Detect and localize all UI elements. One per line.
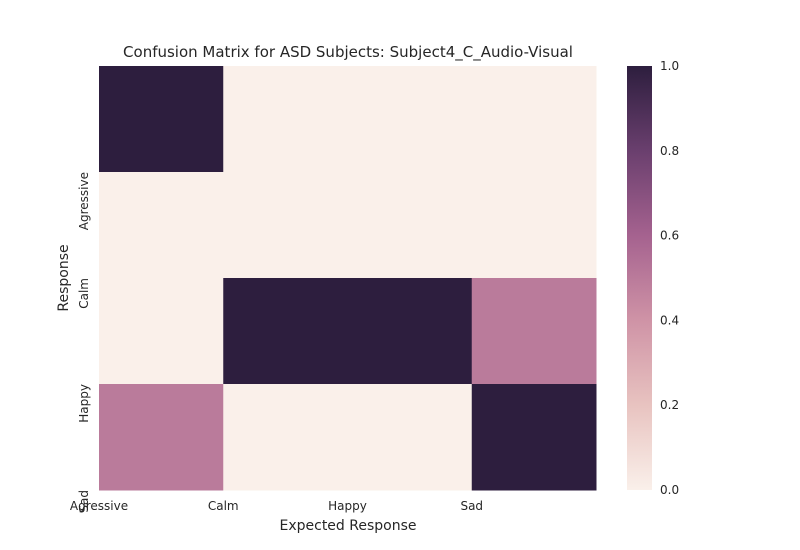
- colorbar: [627, 66, 652, 490]
- heatmap-cell-r2-c0: [99, 278, 224, 385]
- colorbar-tick-label: 0.0: [660, 483, 679, 497]
- colorbar-tick-label: 0.8: [660, 144, 679, 158]
- y-tick-label: Sad: [77, 490, 91, 513]
- heatmap-cell-r3-c1: [223, 384, 348, 491]
- y-tick-labels: Agressive Calm Happy Sad: [77, 172, 91, 513]
- heatmap-cell-r0-c0: [99, 66, 224, 173]
- heatmap-cell-r3-c0: [99, 384, 224, 491]
- heatmap-cell-r3-c2: [347, 384, 473, 491]
- x-tick-labels: Agressive Calm Happy Sad: [70, 499, 483, 513]
- x-tick-label: Agressive: [70, 499, 128, 513]
- x-tick-label: Calm: [208, 499, 239, 513]
- heatmap-cell-r1-c3: [471, 172, 597, 279]
- y-tick-label: Happy: [77, 384, 91, 423]
- y-axis-label: Response: [56, 244, 72, 311]
- heatmap-cell-r0-c2: [347, 66, 473, 173]
- colorbar-tick-label: 0.2: [660, 398, 679, 412]
- x-axis-label: Expected Response: [279, 518, 416, 534]
- colorbar-tick-labels: 0.0 0.2 0.4 0.6 0.8 1.0: [660, 59, 679, 497]
- heatmap-cells: [99, 66, 597, 491]
- heatmap-cell-r2-c3: [471, 278, 597, 385]
- heatmap-cell-r1-c2: [347, 172, 473, 279]
- heatmap-cell-r1-c0: [99, 172, 224, 279]
- heatmap-cell-r0-c3: [471, 66, 597, 173]
- heatmap-cell-r0-c1: [223, 66, 348, 173]
- heatmap-cell-r1-c1: [223, 172, 348, 279]
- x-tick-label: Happy: [328, 499, 367, 513]
- colorbar-tick-label: 1.0: [660, 59, 679, 73]
- chart-title: Confusion Matrix for ASD Subjects: Subje…: [123, 43, 573, 62]
- x-tick-label: Sad: [460, 499, 483, 513]
- colorbar-tick-label: 0.6: [660, 229, 679, 243]
- heatmap-cell-r2-c1: [223, 278, 348, 385]
- colorbar-tick-label: 0.4: [660, 313, 679, 327]
- heatmap-cell-r3-c3: [471, 384, 597, 491]
- y-tick-label: Agressive: [77, 172, 91, 230]
- y-tick-label: Calm: [77, 278, 91, 309]
- heatmap-cell-r2-c2: [347, 278, 473, 385]
